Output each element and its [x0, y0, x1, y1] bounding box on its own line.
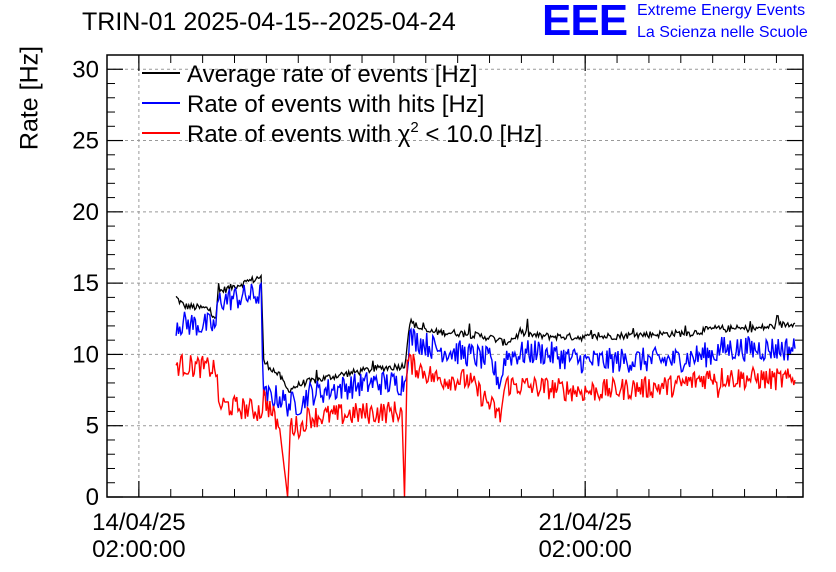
y-tick-label: 15: [72, 270, 99, 297]
plot-frame: [106, 54, 804, 498]
legend-label: Rate of events with hits [Hz]: [187, 91, 484, 118]
logo-line-1: Extreme Energy Events: [637, 2, 806, 19]
y-tick-label: 0: [86, 484, 99, 511]
x-tick-label-time: 02:00:00: [92, 536, 185, 563]
tick-labels: 05101520253014/04/2502:00:0021/04/2502:0…: [72, 56, 632, 563]
y-tick-label: 5: [86, 413, 99, 440]
logo-letters: EEE: [542, 0, 628, 45]
series-group: [175, 273, 796, 498]
y-axis-label: Rate [Hz]: [15, 45, 44, 151]
legend-label: Average rate of events [Hz]: [187, 61, 477, 88]
y-tick-label: 10: [72, 341, 99, 368]
chart-title: TRIN-01 2025-04-15--2025-04-24: [82, 8, 456, 36]
axis-ticks: [106, 54, 803, 498]
legend-label: Rate of events with χ2 < 10.0 [Hz]: [187, 119, 542, 148]
series-line: [175, 281, 796, 417]
series-line: [175, 352, 796, 498]
logo-line-2: La Scienza nelle Scuole: [637, 24, 808, 41]
x-tick-label-date: 21/04/25: [538, 509, 631, 536]
eee-logo: EEE Extreme Energy Events La Scienza nel…: [512, 0, 836, 48]
x-tick-label-time: 02:00:00: [538, 536, 631, 563]
y-tick-label: 30: [72, 56, 99, 83]
series-line: [175, 273, 796, 394]
legend: Average rate of events [Hz] Rate of event…: [142, 61, 542, 148]
y-tick-label: 25: [72, 128, 99, 155]
y-tick-label: 20: [72, 199, 99, 226]
x-tick-label-date: 14/04/25: [92, 509, 185, 536]
